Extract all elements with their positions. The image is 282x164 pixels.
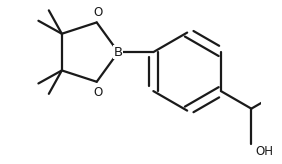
Text: O: O [93,6,103,19]
Text: O: O [93,86,103,99]
Text: B: B [114,46,123,59]
Text: OH: OH [255,145,273,158]
